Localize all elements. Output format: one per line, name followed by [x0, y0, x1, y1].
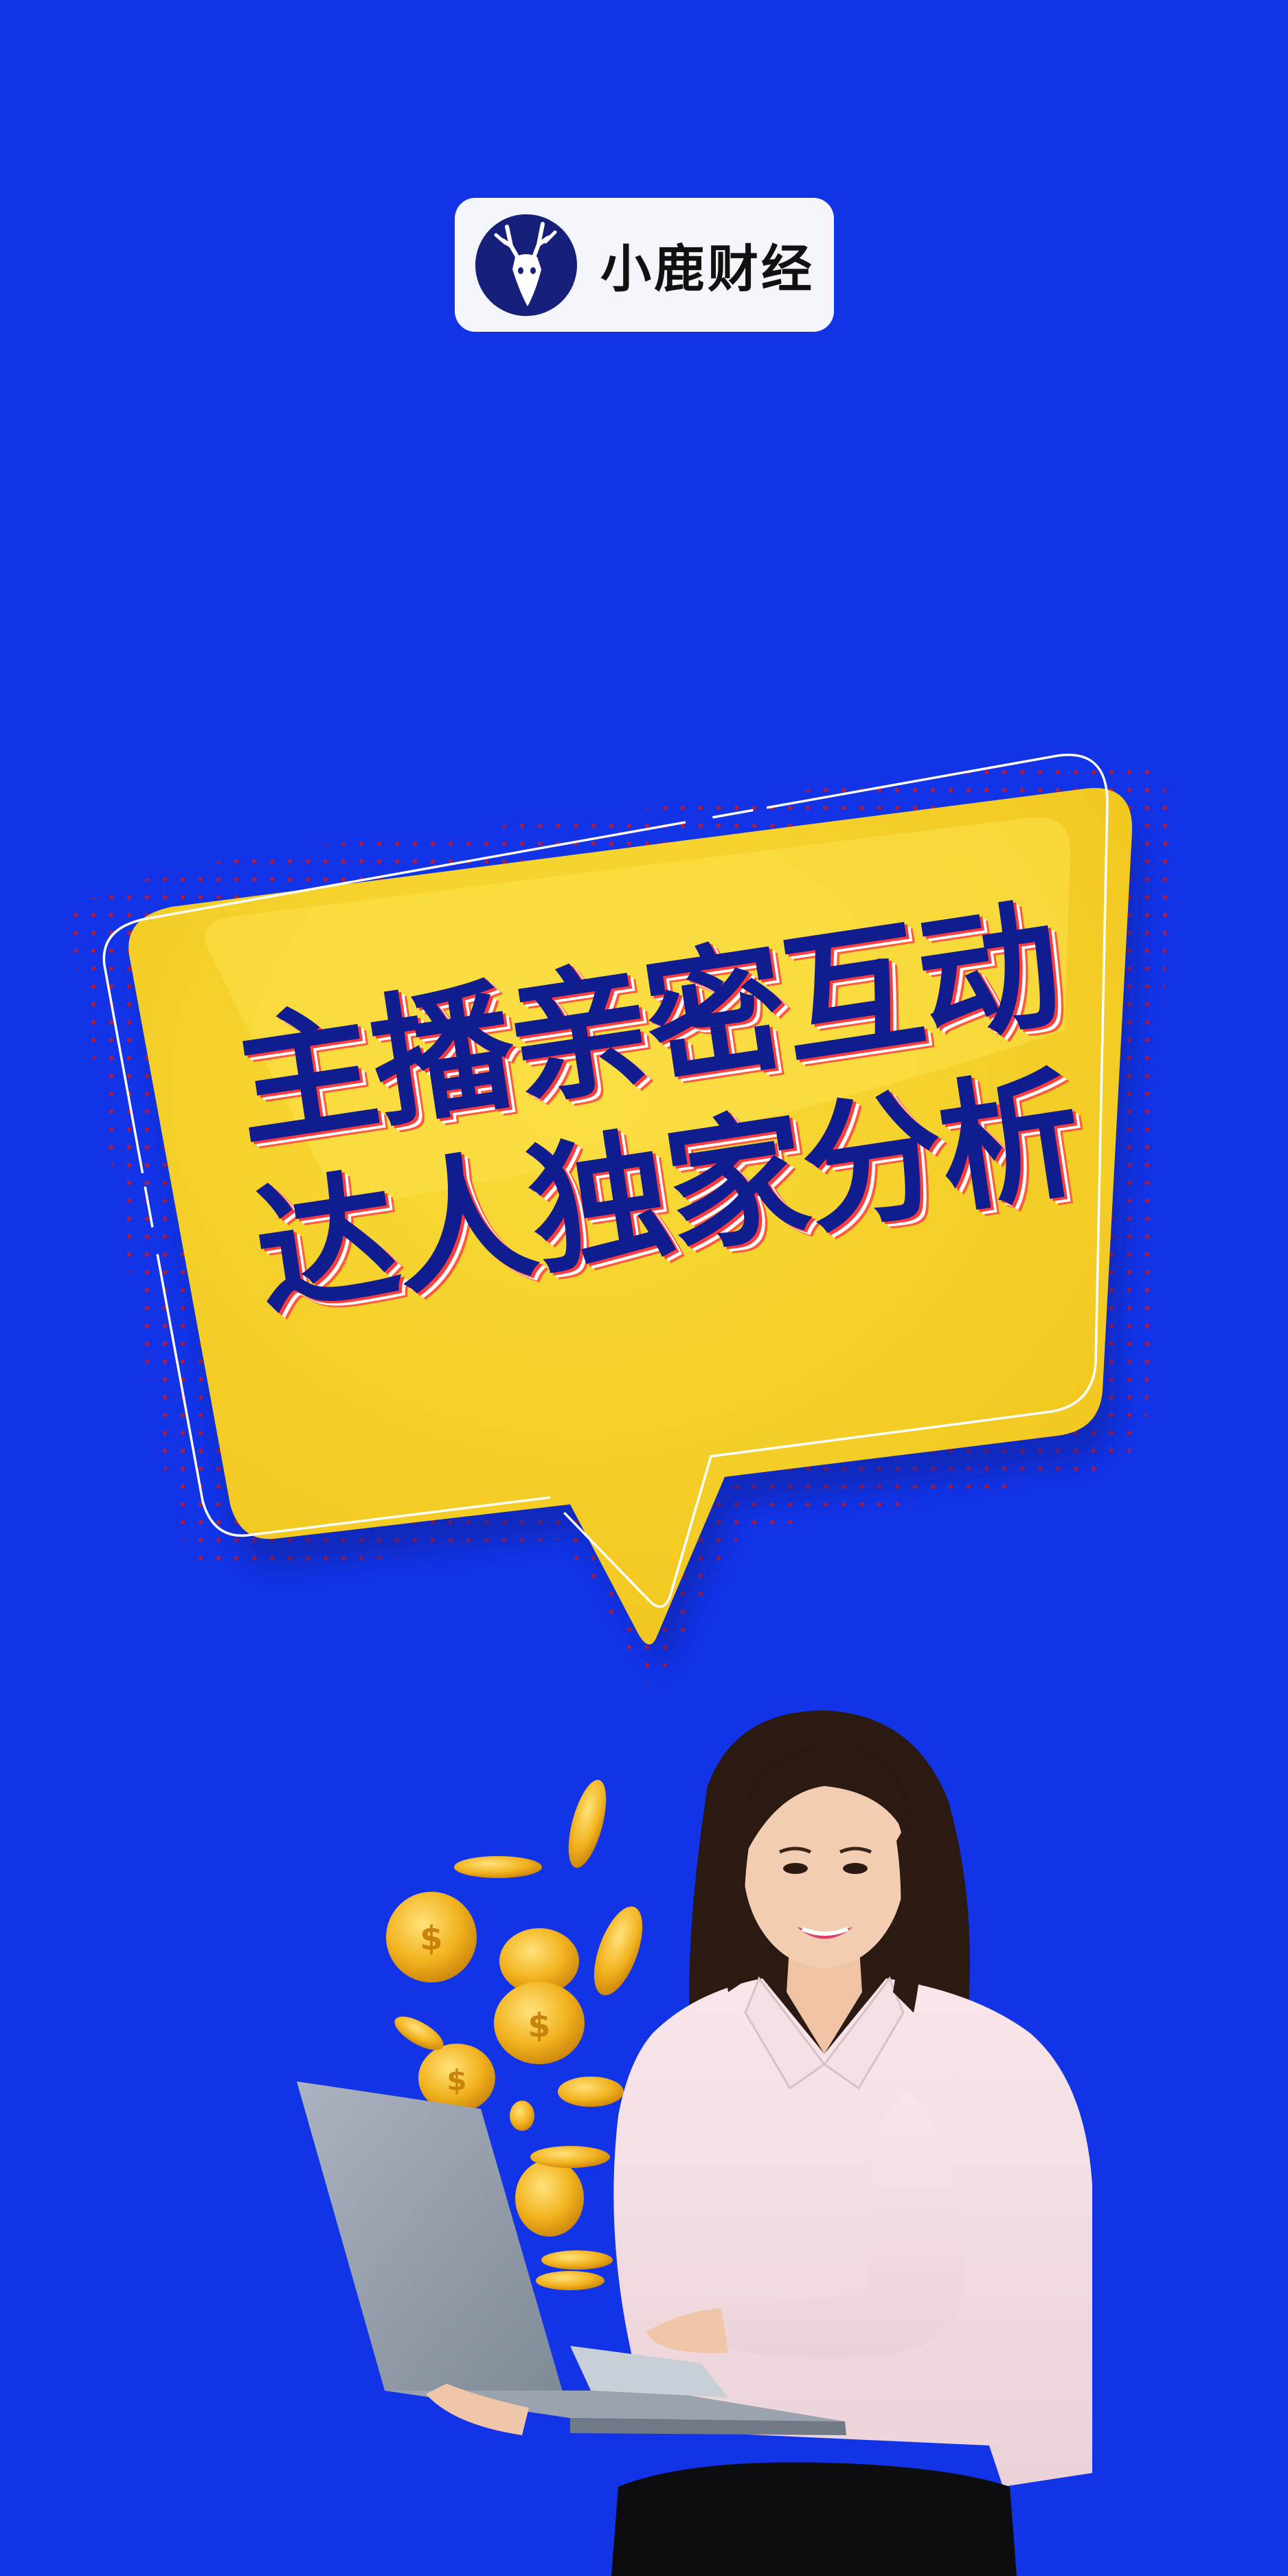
svg-text:$: $	[447, 2064, 466, 2097]
brand-name: 小鹿财经	[600, 240, 815, 299]
brand-logo-badge[interactable]: 小鹿财经	[455, 198, 834, 332]
svg-text:$: $	[528, 2007, 550, 2045]
svg-text:$: $	[420, 1919, 442, 1958]
gold-coins: $ $ $	[386, 1779, 643, 2290]
deer-head-icon	[475, 214, 577, 316]
